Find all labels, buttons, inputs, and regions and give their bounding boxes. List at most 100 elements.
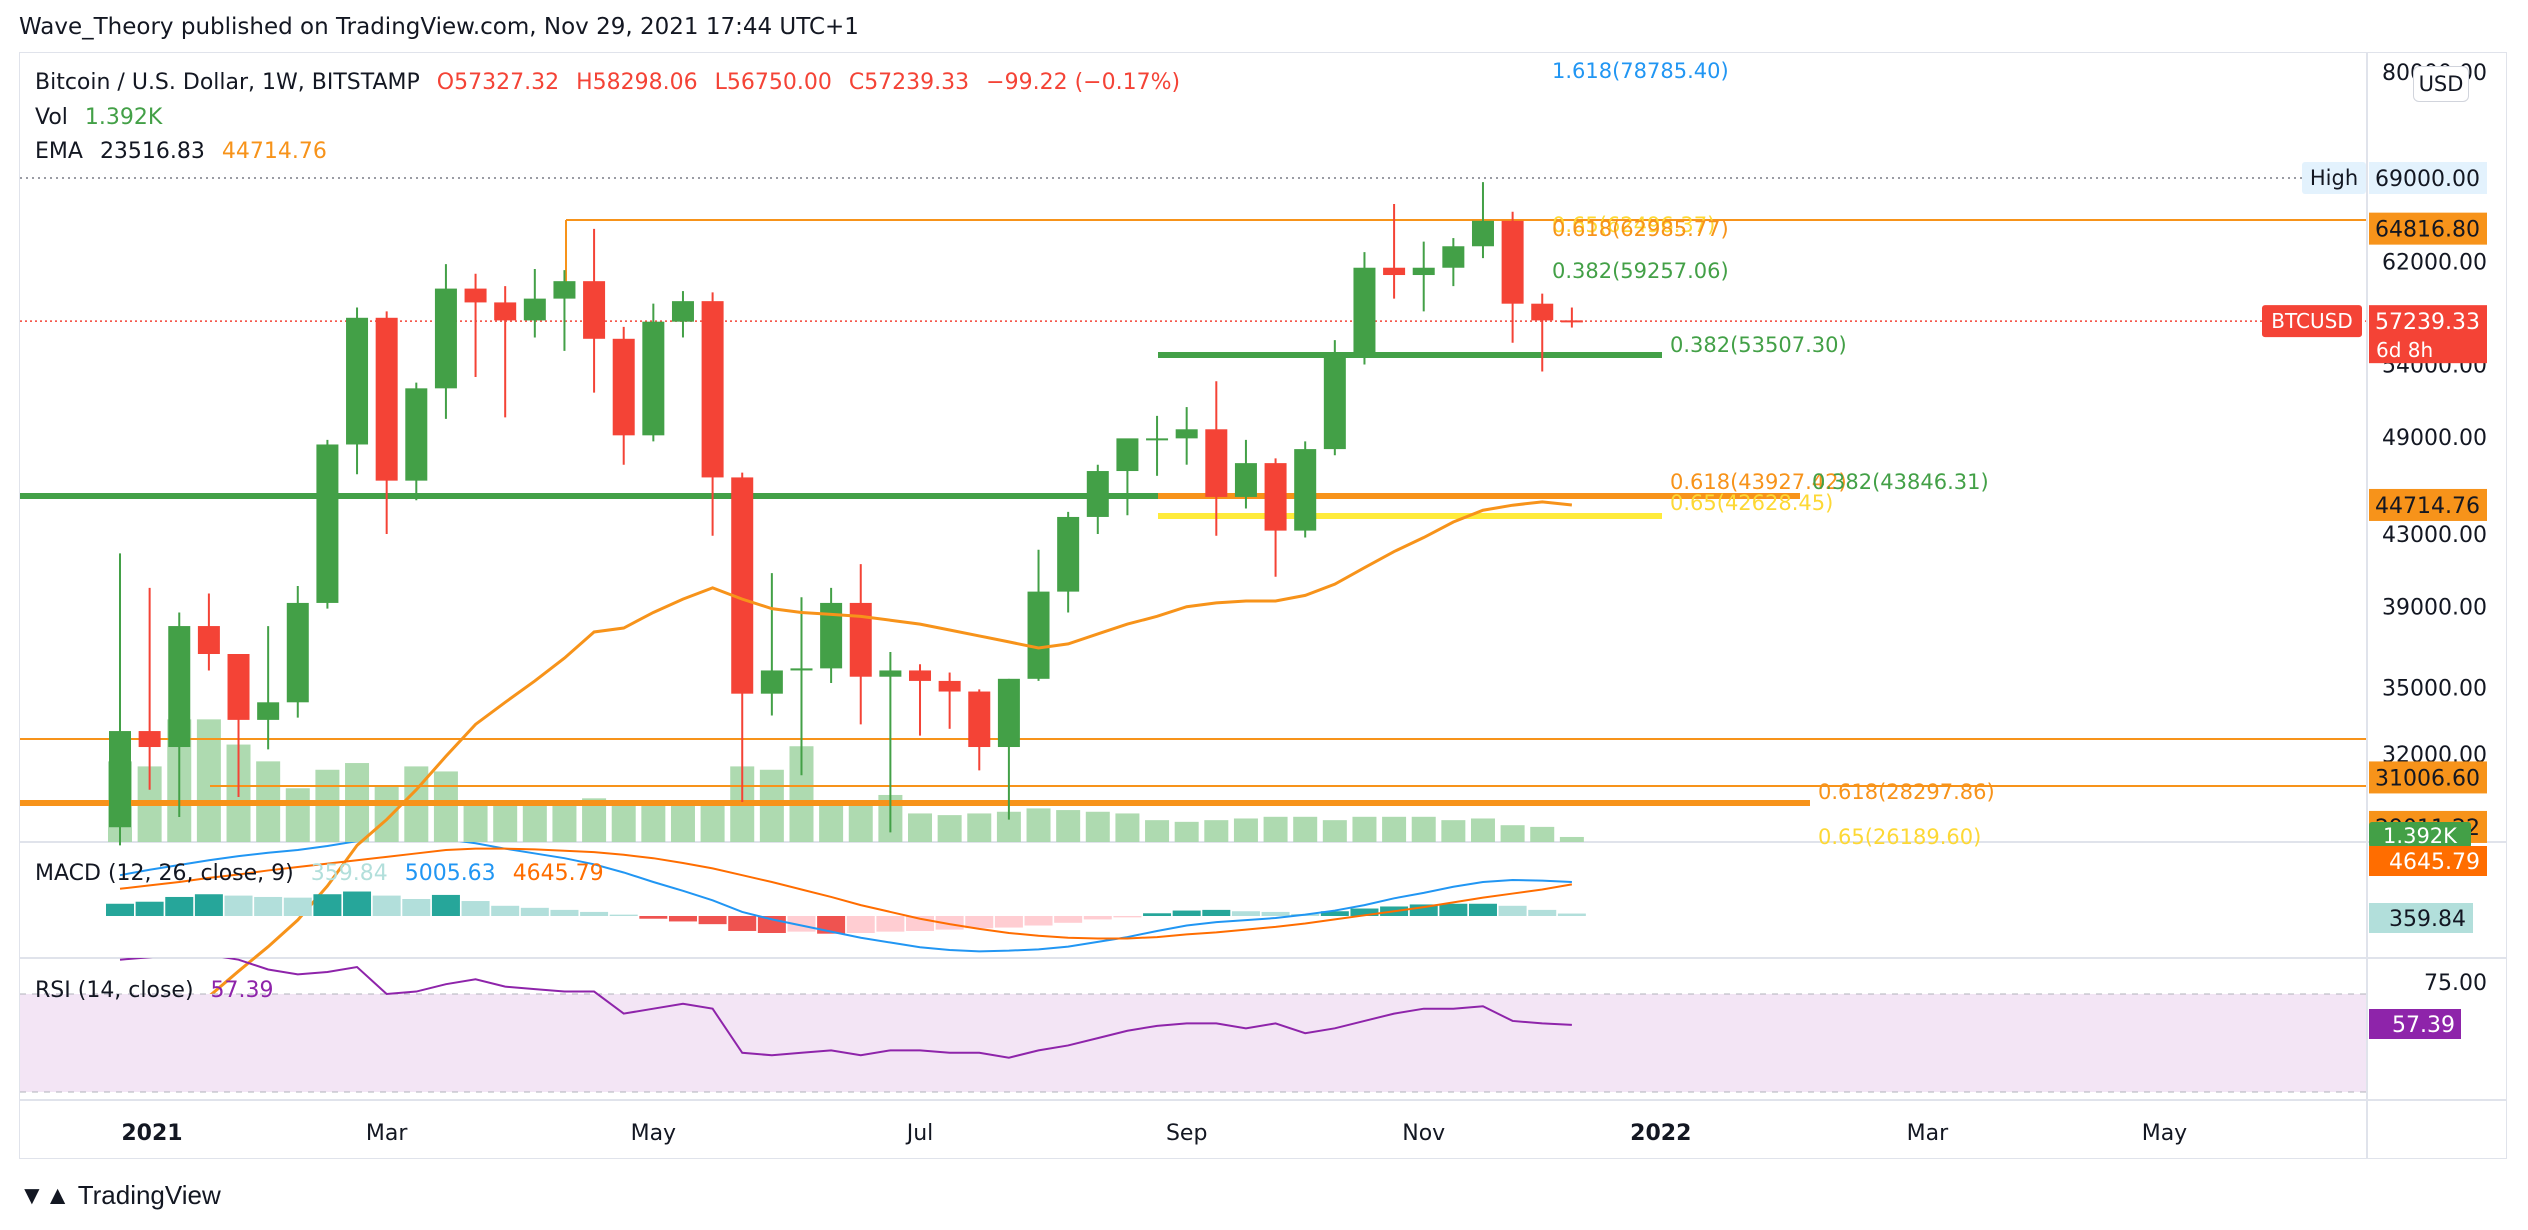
rsi-axis-value: 57.39	[2392, 1013, 2455, 1038]
macd-histogram-bar	[372, 895, 401, 916]
candle-body	[553, 281, 576, 299]
volume-bar	[374, 786, 399, 842]
price-axis-tag	[2369, 488, 2487, 521]
volume-bar	[1026, 808, 1051, 842]
candle-body	[1027, 591, 1050, 679]
time-axis-label: Mar	[366, 1121, 408, 1146]
last-price-axis-tag	[2369, 305, 2487, 364]
fib-label: 0.382(43846.31)	[1812, 470, 1989, 494]
time-axis-label: May	[631, 1121, 676, 1146]
macd-histogram-bar	[1409, 904, 1438, 916]
ohlc-close: C57239.33	[848, 70, 970, 95]
volume-bar	[848, 801, 873, 842]
tradingview-logo[interactable]: ▼▲ TradingView	[19, 1180, 221, 1211]
candle-body	[168, 626, 191, 748]
macd-signal-axis-tag	[2369, 846, 2487, 876]
candle-body	[1086, 471, 1109, 517]
symbol-title: Bitcoin / U.S. Dollar, 1W, BITSTAMP	[35, 70, 420, 95]
macd-histogram-bar	[431, 894, 460, 916]
volume-bar	[700, 801, 725, 842]
vol-value: 1.392K	[84, 105, 163, 130]
volume-bar	[1411, 816, 1436, 842]
volume-bar	[196, 719, 221, 842]
macd-signal-line	[119, 847, 1573, 940]
ohlc-open: O57327.32	[436, 70, 560, 95]
macd-histogram-bar	[1261, 911, 1290, 916]
macd-histogram-bar	[1113, 916, 1142, 918]
volume-bar	[1530, 826, 1555, 842]
candle-body	[1383, 267, 1406, 276]
fib-label: 0.382(53507.30)	[1670, 333, 1847, 357]
macd-histogram-bar	[1054, 916, 1083, 923]
macd-histogram-bar	[402, 899, 431, 916]
candle-body	[612, 338, 635, 436]
candle-body	[583, 281, 606, 339]
tv-logo-icon: ▼▲	[19, 1180, 71, 1210]
volume-bar	[1293, 816, 1318, 842]
currency-button[interactable]: USD	[2413, 66, 2469, 102]
fib-label: 1.618(78785.40)	[1552, 59, 1729, 83]
price-tick-label: 43000.00	[2382, 523, 2487, 548]
fib-label: 0.618(28297.86)	[1818, 780, 1995, 804]
candle-body	[731, 477, 754, 694]
candle-body	[671, 301, 694, 322]
macd-histogram-bar	[994, 916, 1023, 928]
volume-bar	[493, 800, 518, 842]
volume-bar	[1470, 818, 1495, 842]
macd-histogram-bar	[165, 896, 194, 916]
volume-bar	[552, 803, 577, 842]
macd-histogram-bar	[639, 916, 668, 919]
candle-body	[1501, 220, 1524, 304]
candle-body	[464, 288, 487, 303]
macd-histogram-bar	[1172, 910, 1201, 916]
ohlc-low: L56750.00	[714, 70, 832, 95]
macd-histogram-bar	[698, 916, 727, 925]
time-axis-label: May	[2142, 1121, 2187, 1146]
macd-histogram-bar	[876, 916, 905, 932]
candle-body	[375, 317, 398, 481]
candle-body	[968, 691, 991, 748]
fib-label: 0.618(62985.77)	[1552, 217, 1729, 241]
candle-body	[1175, 429, 1198, 439]
macd-histogram-bar	[1231, 911, 1260, 916]
macd-signal-axis-value: 4645.79	[2389, 850, 2480, 875]
macd-histogram-bar	[668, 916, 697, 922]
candle-body	[849, 602, 872, 677]
time-axis-label: Nov	[1402, 1121, 1445, 1146]
macd-histogram-bar	[1202, 909, 1231, 916]
candle-body	[346, 317, 369, 445]
volume-bar	[641, 805, 666, 842]
candle-body	[790, 668, 813, 671]
volume-bar	[1500, 825, 1525, 842]
volume-bar	[670, 801, 695, 842]
volume-bar	[1559, 836, 1584, 842]
candle-body	[316, 444, 339, 603]
candle-body	[997, 678, 1020, 748]
volume-bar	[611, 801, 636, 842]
high-axis-text: High	[2310, 166, 2358, 190]
price-tick-label: 35000.00	[2382, 676, 2487, 701]
rsi-tick-label: 75.00	[2424, 971, 2487, 996]
candle-body	[257, 702, 280, 720]
macd-histogram-bar	[283, 897, 312, 916]
ema-label: EMA	[35, 139, 83, 164]
macd-histogram-bar	[846, 916, 875, 933]
price-axis-tag-value: 44714.76	[2375, 494, 2480, 519]
volume-bar	[819, 803, 844, 842]
volume-bar	[285, 788, 310, 842]
candle-body	[701, 301, 724, 478]
macd-histogram-bar	[1024, 916, 1053, 926]
ema-line	[118, 500, 1573, 1087]
volume-axis-tag	[2369, 822, 2471, 848]
macd-histogram-bar	[1468, 903, 1497, 916]
candle-body	[227, 654, 250, 720]
volume-bar	[1056, 810, 1081, 842]
ema-legend: EMA 23516.83 44714.76	[35, 139, 337, 164]
candle-body	[405, 388, 428, 481]
volume-bar	[1263, 816, 1288, 842]
volume-bar	[463, 801, 488, 842]
candle-body	[1531, 303, 1554, 321]
symbol-axis-text: BTCUSD	[2271, 309, 2352, 333]
candle-body	[1412, 267, 1435, 276]
